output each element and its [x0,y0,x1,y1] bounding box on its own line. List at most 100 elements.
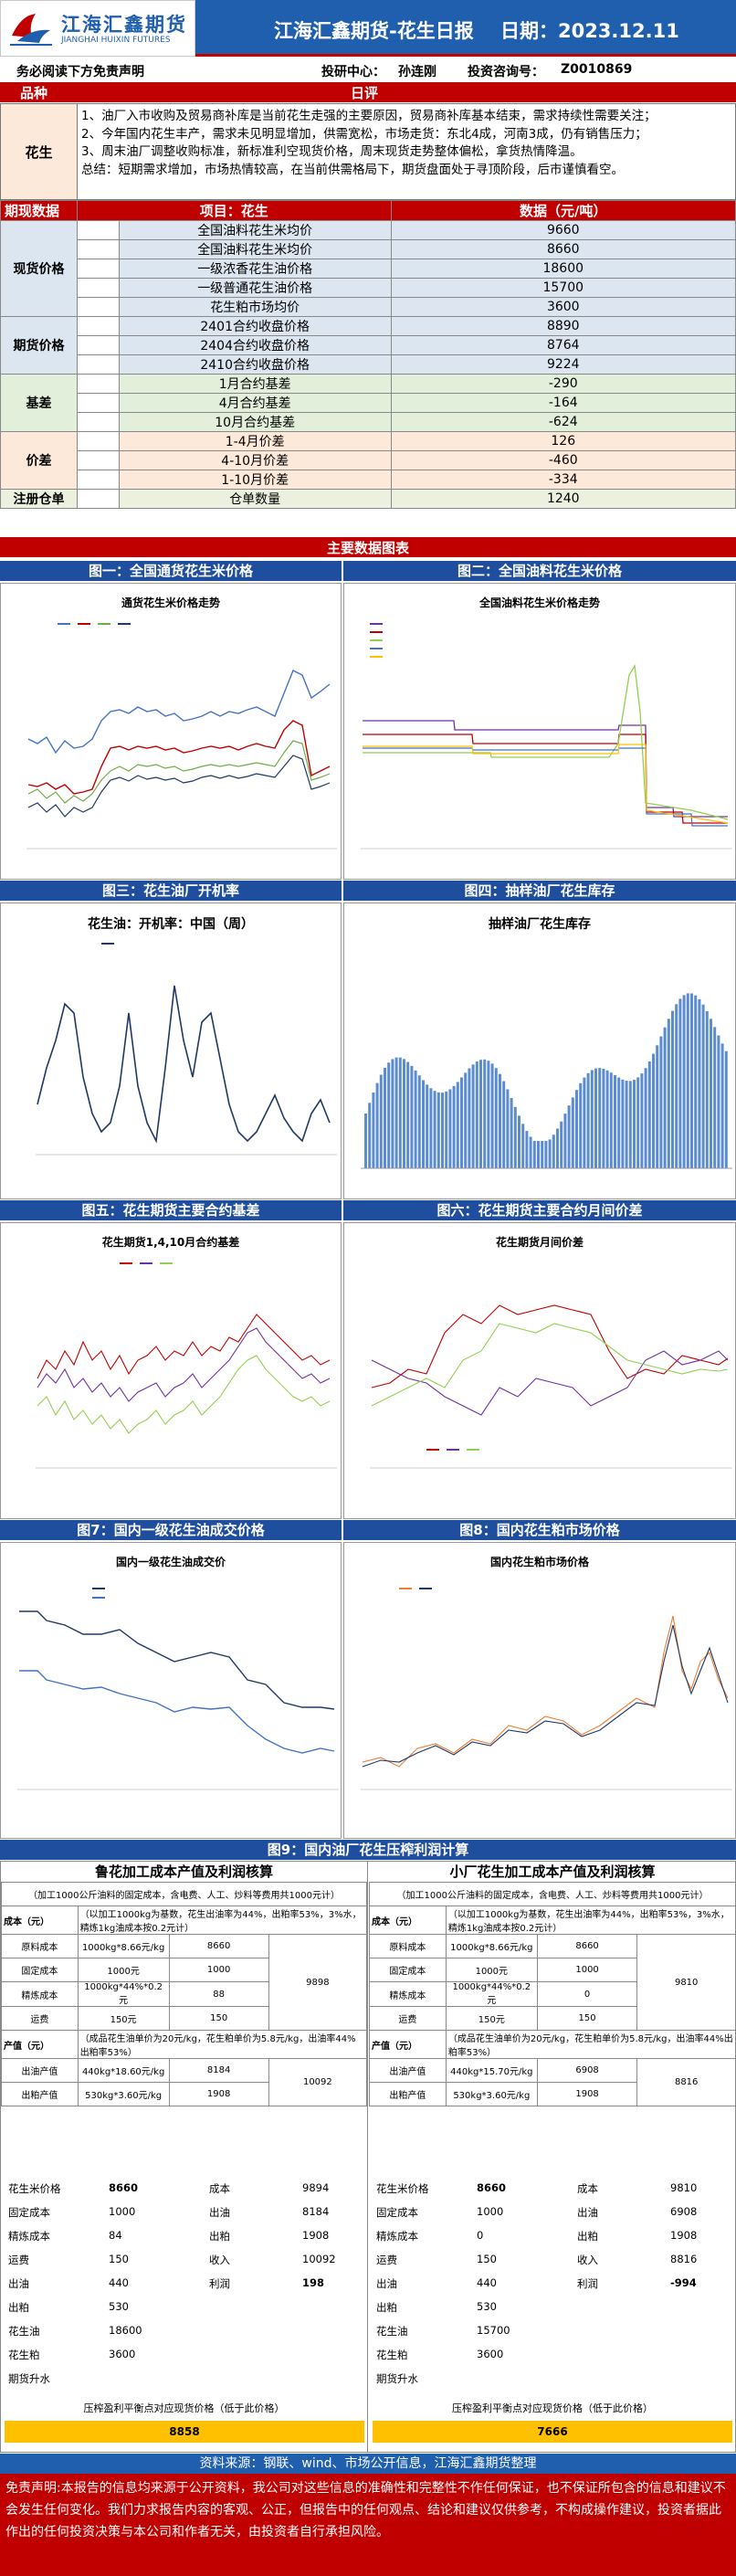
fig9-title: 图9：国内油厂花生压榨利润计算 [0,1840,736,1860]
inventory-bar [403,1059,405,1168]
cost-item: 运费 [369,2006,447,2031]
small-mill-calc: 小厂花生加工成本产值及利润核算 （加工1000公斤油料的固定成本，含电费、人工、… [369,1862,736,2452]
inventory-bar [468,1068,471,1168]
inventory-bar [556,1128,559,1168]
item-cell: 10月合约基差 [118,412,392,432]
inventory-bar [518,1115,520,1168]
summary-label: 收入 [209,2254,230,2266]
output-item: 出油产值 [369,2058,447,2083]
breakeven-value: 7666 [373,2421,732,2443]
output-desc: （成品花生油单价为20元/kg，花生粕单价为5.8元/kg，出油率44%出粕率5… [77,2030,368,2059]
inventory-bar [537,1141,540,1168]
breakeven-label: 压榨盈利平衡点对应现货价格（低于此价格） [83,2402,285,2414]
summary-value: 530 [109,2300,129,2313]
summary-label: 花生油 [376,2325,408,2338]
inventory-bar [448,1089,452,1168]
inventory-bar [441,1093,444,1168]
inventory-bar [640,1073,644,1168]
operating-rate-line [37,985,331,1144]
output-total: 10092 [268,2058,368,2106]
item-cell: 1月合约基差 [118,374,392,394]
disclaimer-link[interactable]: 务必阅读下方免责声明 [16,65,144,79]
value-cell: 3600 [390,297,736,317]
chart-3-panel: 花生油：开机率：中国（周） [0,903,342,1199]
inventory-bar [456,1082,459,1168]
inventory-bar [575,1090,578,1168]
output-formula: 530kg*3.60元/kg [445,2082,538,2106]
chart-1-inner-title: 通货花生米价格走势 [121,596,220,609]
inventory-bar [705,1011,709,1168]
inventory-bar [628,1081,632,1168]
output-value: 1908 [168,2082,269,2106]
output-item: 出粕产值 [369,2082,447,2106]
summary-label: 期货升水 [8,2372,50,2385]
inventory-bar [414,1070,417,1168]
value-cell: 126 [390,431,736,451]
inventory-bar [644,1068,647,1168]
summary-label: 固定成本 [376,2206,418,2219]
value-cell: -334 [390,470,736,490]
item-cell: 全国油料花生米均价 [118,239,392,259]
summary-value: 1908 [302,2229,330,2242]
summary-label: 成本 [577,2182,598,2195]
summary-label: 出粕 [209,2230,230,2243]
inventory-bar [525,1131,529,1168]
chart-2-plot [361,664,732,850]
summary-label: 成本 [209,2182,230,2195]
inventory-bar [625,1081,628,1168]
chart-5-inner-title: 花生期货1,4,10月合约基差 [101,1236,240,1249]
chart-4-panel: 抽样油厂花生库存 [343,903,736,1199]
summary-value: 9894 [302,2181,330,2194]
inventory-bar [710,1019,712,1168]
inventory-bar [379,1074,383,1168]
inventory-bar [368,1103,372,1168]
inventory-bar [563,1114,567,1168]
logo-mark-icon [10,14,52,46]
value-cell: 8764 [390,335,736,355]
chart-8-title: 图8：国内花生粕市场价格 [343,1520,736,1540]
inventory-bar [667,1019,670,1168]
inventory-bar [617,1077,621,1168]
title-text: 江海汇鑫期货-花生日报 [274,20,474,42]
calc-note: （加工1000公斤油料的固定成本，含电费、人工、炒料等费用共1000元计） [1,1882,367,1906]
inventory-bar [471,1064,475,1168]
summary-label: 运费 [376,2254,397,2266]
report-header: 江海汇鑫期货 JIANGHAI HUIXIN FUTURES 江海汇鑫期货-花生… [0,0,736,57]
inventory-bar [364,1114,367,1168]
cost-item: 精炼成本 [1,1981,79,2007]
item-cell: 仓单数量 [118,489,392,509]
charts-section-title: 主要数据图表 [326,540,409,556]
table-header-row: 期现数据 项目：花生 数据（元/吨） [0,200,736,221]
basis-jan-line [37,1314,331,1379]
inventory-bar [513,1106,517,1168]
inventory-bar [686,993,689,1168]
cost-desc: （以加工1000kg为基数，花生出油率为44%，出粕率53%，3%水，精炼1kg… [77,1906,368,1935]
summary-value: 530 [477,2300,497,2313]
item-cell: 1-10月价差 [118,470,392,490]
summary-label: 出油 [376,2277,397,2290]
summary-value: 18600 [109,2324,142,2337]
spread-1-4-line [371,1304,729,1388]
item-cell: 全国油料花生米均价 [118,220,392,240]
cost-value: 1000 [168,1958,269,1982]
chart-6-inner-title: 花生期货月间价差 [495,1236,584,1249]
disclaimer-text: 免责声明:本报告的信息均来源于公开资料，我公司对这些信息的准确性和完整性不作任何… [0,2474,736,2576]
value-cell: 9224 [390,354,736,375]
summary-value: 1000 [109,2205,136,2218]
chart-8-inner-title: 国内花生粕市场价格 [489,1556,589,1568]
chart-6-title: 图六：花生期货主要合约月间价差 [343,1200,736,1220]
inventory-bar [391,1059,394,1168]
chart-3-inner-title: 花生油：开机率：中国（周） [88,917,254,932]
futures-spot-table: 期现数据 项目：花生 数据（元/吨） 现货价格 全国油料花生米均价 9660 全国油… [0,200,736,509]
summary-value: 198 [302,2276,325,2289]
inventory-bar [452,1085,456,1168]
output-total: 8816 [636,2058,736,2106]
summary-label: 收入 [577,2254,598,2266]
chart-3-legend [101,940,116,947]
commentary-line: 3、周末油厂调整收购标准，新标准利空现货价格，周末现货走势整体偏松，拿货热情降温… [81,144,583,159]
chart-7-title: 图7：国内一级花生油成交价格 [0,1520,342,1540]
value-cell: 18600 [390,259,736,279]
output-formula: 440kg*18.60元/kg [77,2058,170,2083]
inventory-bar [621,1079,625,1168]
summary-value: 3600 [109,2348,136,2360]
